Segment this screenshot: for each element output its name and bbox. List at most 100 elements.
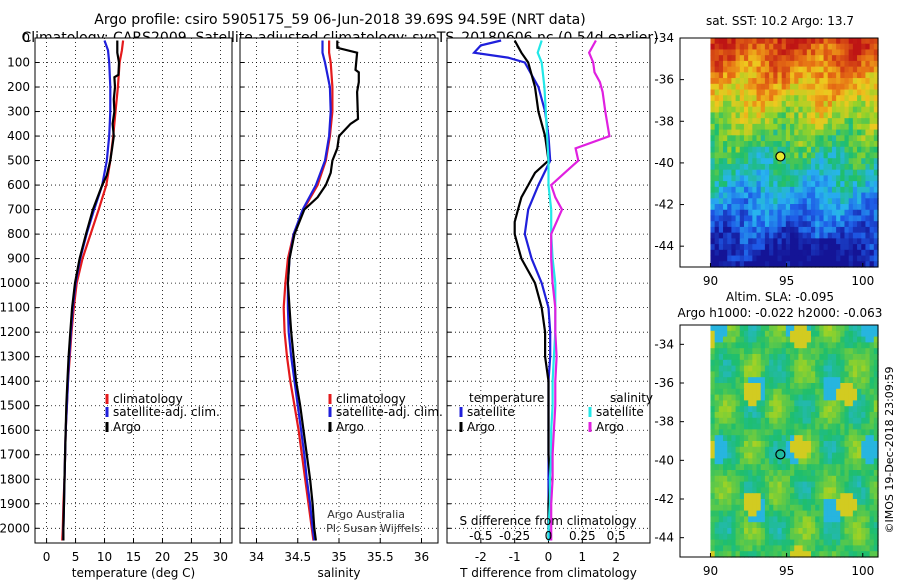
map-cell-sla xyxy=(794,388,800,396)
map-cell-sst xyxy=(790,43,795,51)
map-cell-sla xyxy=(748,464,753,471)
map-cell-sst xyxy=(723,198,728,205)
map-cell-sst xyxy=(815,232,820,239)
map-cell-sst xyxy=(873,163,879,171)
map-cell-sst xyxy=(756,38,762,45)
map-cell-sst xyxy=(760,118,766,125)
map-cell-sla xyxy=(773,417,779,425)
map-cell-sla xyxy=(802,417,808,425)
map-cell-sla xyxy=(869,510,875,517)
map-cell-sla xyxy=(710,458,716,465)
map-cell-sla xyxy=(756,510,762,517)
map-cell-sst xyxy=(769,123,774,131)
map-cell-sla xyxy=(844,371,850,378)
map-cell-sla xyxy=(727,330,733,338)
map-cell-sla xyxy=(777,394,783,401)
map-cell-sla xyxy=(748,441,753,448)
map-cell-sst xyxy=(727,78,733,85)
tick-label-x-temp: 0 xyxy=(43,550,51,564)
map-cell-sst xyxy=(857,66,862,73)
map-cell-sst xyxy=(760,43,766,51)
map-cell-sla xyxy=(806,325,812,332)
map-cell-sst xyxy=(831,135,837,142)
map-cell-sst xyxy=(790,141,795,148)
legend-salinity-title: salinity xyxy=(610,391,653,405)
map-cell-sst xyxy=(743,169,749,176)
map-cell-sst xyxy=(836,152,841,159)
map-cell-sst xyxy=(731,181,737,188)
map-cell-sla xyxy=(815,551,820,558)
map-cell-sla xyxy=(769,383,774,390)
map-cell-sla xyxy=(844,412,850,419)
map-cell-sla xyxy=(769,371,774,378)
map-cell-sla xyxy=(806,400,812,407)
map-cell-sst xyxy=(819,226,825,234)
map-cell-sst xyxy=(718,186,724,194)
map-cell-sla xyxy=(710,470,716,477)
map-cell-sst xyxy=(848,244,854,251)
map-cell-sst xyxy=(723,215,728,222)
map-cell-sla xyxy=(794,365,800,372)
map-cell-sst xyxy=(723,89,728,96)
map-cell-sst xyxy=(857,261,862,268)
map-cell-sst xyxy=(781,226,787,234)
map-cell-sla xyxy=(756,522,762,529)
map-cell-sla xyxy=(764,423,770,430)
map-cell-sst xyxy=(865,232,871,239)
map-cell-sst xyxy=(785,60,791,68)
map-cell-sst xyxy=(785,106,791,114)
float-location-marker-sst xyxy=(775,151,786,162)
map-cell-sst xyxy=(785,141,791,148)
map-cell-sst xyxy=(760,192,766,199)
map-cell-sla xyxy=(802,330,808,338)
map-cell-sst xyxy=(727,129,733,136)
map-cell-sla xyxy=(760,325,766,332)
map-cell-sla xyxy=(723,429,728,436)
map-cell-sla xyxy=(731,371,737,378)
map-cell-sla xyxy=(810,446,816,454)
map-cell-sla xyxy=(831,394,837,401)
map-cell-sla xyxy=(773,475,779,483)
map-cell-sst xyxy=(806,106,812,114)
map-cell-sst xyxy=(756,238,762,245)
map-cell-sla xyxy=(710,545,716,552)
map-cell-sla xyxy=(773,516,779,523)
map-cell-sla xyxy=(794,533,800,541)
map-cell-sst xyxy=(852,55,858,62)
map-cell-sla xyxy=(710,481,716,488)
map-cell-sst xyxy=(836,261,841,268)
map-cell-sla xyxy=(857,330,862,338)
map-cell-sla xyxy=(806,446,812,454)
map-cell-sst xyxy=(836,175,841,182)
map-cell-sla xyxy=(773,330,779,338)
map-cell-sla xyxy=(735,359,741,367)
map-cell-sla xyxy=(827,342,833,349)
map-cell-sst xyxy=(869,95,875,102)
map-cell-sst xyxy=(831,95,837,102)
map-cell-sst xyxy=(844,129,850,136)
map-cell-sla xyxy=(857,354,862,361)
map-cell-sst xyxy=(836,209,841,217)
map-cell-sst xyxy=(735,146,741,154)
map-cell-sla xyxy=(764,412,770,419)
map-cell-sla xyxy=(865,336,871,343)
map-cell-sla xyxy=(865,464,871,471)
map-cell-sla xyxy=(752,528,758,535)
map-cell-sst xyxy=(777,118,783,125)
map-cell-sla xyxy=(848,394,854,401)
map-cell-sst xyxy=(764,175,770,182)
map-cell-sla xyxy=(777,504,783,512)
map-cell-sst xyxy=(735,175,741,182)
map-cell-sst xyxy=(852,238,858,245)
map-cell-sla xyxy=(714,464,720,471)
map-cell-sst xyxy=(798,186,804,194)
map-cell-sst xyxy=(852,152,858,159)
map-cell-sst xyxy=(794,38,800,45)
map-cell-sla xyxy=(869,348,875,355)
map-cell-sst xyxy=(852,244,858,251)
map-cell-sla xyxy=(743,412,749,419)
map-cell-sst xyxy=(739,72,745,79)
map-cell-sla xyxy=(723,359,728,367)
map-cell-sst xyxy=(857,221,862,228)
map-cell-sst xyxy=(831,158,837,165)
